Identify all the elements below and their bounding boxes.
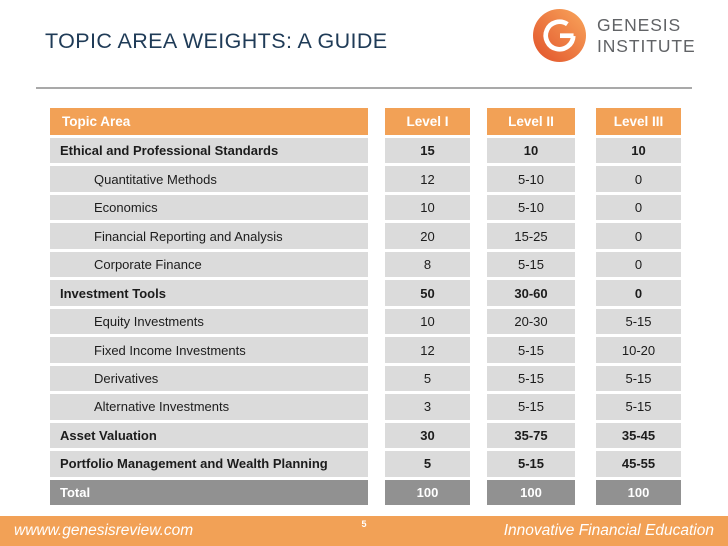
weight-value-cell: 35-45 [596,422,681,449]
table-row: Financial Reporting and Analysis 20 15-25 0 [50,223,681,249]
weight-value-cell: 5-10 [487,194,575,221]
logo-wordmark: GENESIS INSTITUTE [597,15,696,57]
weight-value-cell: 30-60 [487,280,575,306]
topic-area-cell: Ethical and Professional Standards [50,138,368,164]
column-header-level: Level I [385,108,470,135]
topic-area-cell: Portfolio Management and Wealth Planning [50,451,368,477]
weight-value-cell: 10 [385,194,470,221]
weight-value-cell: 3 [385,394,470,420]
weight-value-cell: 5-15 [596,394,681,420]
topic-area-cell: Derivatives [50,365,368,392]
weight-value-cell: 20 [385,223,470,249]
topic-weights-table: Topic Area Level I Level II Level III Ethica… [50,108,681,506]
genesis-institute-logo: GENESIS INSTITUTE [533,9,696,62]
topic-area-cell: Quantitative Methods [50,166,368,192]
topic-area-cell: Economics [50,194,368,221]
weight-value-cell: 5-15 [596,308,681,335]
weight-value-cell: 15-25 [487,223,575,249]
weight-value-cell: 10-20 [596,337,681,363]
topic-area-cell: Total [50,479,368,506]
weight-value-cell: 30 [385,422,470,449]
column-header-level: Level II [487,108,575,135]
weight-value-cell: 0 [596,166,681,192]
page-number: 5 [361,519,367,529]
genesis-monogram-icon [533,9,586,62]
weight-value-cell: 12 [385,337,470,363]
weight-value-cell: 5-15 [487,365,575,392]
weight-value-cell: 12 [385,166,470,192]
weight-value-cell: 5-15 [487,337,575,363]
weight-value-cell: 10 [487,138,575,164]
weight-value-cell: 100 [385,479,470,506]
table-row: Quantitative Methods 12 5-10 0 [50,166,681,192]
column-header-topic-area: Topic Area [50,108,368,135]
topic-area-cell: Asset Valuation [50,422,368,449]
weight-value-cell: 100 [487,479,575,506]
weight-value-cell: 10 [385,308,470,335]
table-row: Ethical and Professional Standards 15 10 10 [50,138,681,164]
logo-wordmark-line1: GENESIS [597,14,682,35]
table-row: Derivatives 5 5-15 5-15 [50,365,681,392]
weight-value-cell: 5-15 [487,394,575,420]
weight-value-cell: 0 [596,251,681,278]
table-row: Corporate Finance 8 5-15 0 [50,251,681,278]
table-row: Asset Valuation 30 35-75 35-45 [50,422,681,449]
weight-value-cell: 100 [596,479,681,506]
weight-value-cell: 5-15 [487,451,575,477]
footer-bar: wwww.genesisreview.com Innovative Financ… [0,516,728,546]
weight-value-cell: 15 [385,138,470,164]
weight-value-cell: 45-55 [596,451,681,477]
page-title: TOPIC AREA WEIGHTS: A GUIDE [45,29,388,53]
weight-value-cell: 0 [596,280,681,306]
topic-area-cell: Alternative Investments [50,394,368,420]
topic-area-cell: Financial Reporting and Analysis [50,223,368,249]
topic-area-cell: Investment Tools [50,280,368,306]
weight-value-cell: 20-30 [487,308,575,335]
table-row: Portfolio Management and Wealth Planning… [50,451,681,477]
weight-value-cell: 10 [596,138,681,164]
table-row: Investment Tools 50 30-60 0 [50,280,681,306]
weight-value-cell: 35-75 [487,422,575,449]
weight-value-cell: 5 [385,365,470,392]
weight-value-cell: 5 [385,451,470,477]
column-header-level: Level III [596,108,681,135]
topic-area-cell: Corporate Finance [50,251,368,278]
title-divider [36,87,692,89]
table-row: Fixed Income Investments 12 5-15 10-20 [50,337,681,363]
weight-value-cell: 50 [385,280,470,306]
footer-website: wwww.genesisreview.com [14,522,194,539]
table-row: Equity Investments 10 20-30 5-15 [50,308,681,335]
weight-value-cell: 0 [596,223,681,249]
weight-value-cell: 0 [596,194,681,221]
weight-value-cell: 5-15 [596,365,681,392]
weight-value-cell: 5-15 [487,251,575,278]
table-row: Economics 10 5-10 0 [50,194,681,221]
topic-area-cell: Equity Investments [50,308,368,335]
table-row: Alternative Investments 3 5-15 5-15 [50,394,681,420]
topic-area-cell: Fixed Income Investments [50,337,368,363]
logo-wordmark-line2: INSTITUTE [597,35,696,56]
footer-tagline: Innovative Financial Education [503,522,714,539]
table-header-row: Topic Area Level I Level II Level III [50,108,681,135]
table-row: Total 100 100 100 [50,479,681,506]
weight-value-cell: 8 [385,251,470,278]
weight-value-cell: 5-10 [487,166,575,192]
